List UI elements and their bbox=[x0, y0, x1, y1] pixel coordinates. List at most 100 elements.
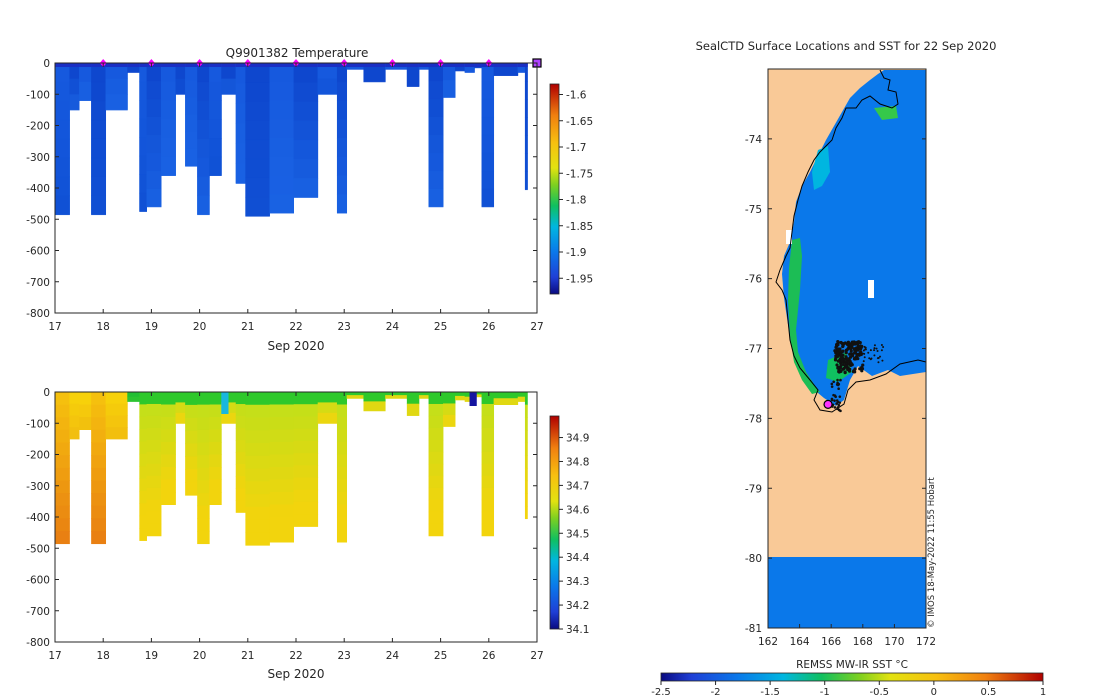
y-tick-label: -100 bbox=[26, 89, 50, 101]
temperature-cell bbox=[146, 134, 162, 154]
ctd-location bbox=[853, 367, 857, 371]
salinity-cell bbox=[197, 530, 210, 545]
ctd-location bbox=[836, 383, 840, 387]
temperature-cell bbox=[293, 158, 319, 179]
map-latitude-axis: -74 -75 -76 -77 -78 -79 -80 -81 bbox=[745, 134, 926, 635]
ctd-location bbox=[843, 370, 847, 374]
ctd-location bbox=[875, 347, 878, 350]
salinity-panel: 0 -100 -200 -300 -400 -500 -600 -700 -800 17 18 19… bbox=[26, 387, 590, 681]
salinity-cell bbox=[481, 499, 495, 513]
temperature-cell bbox=[428, 170, 444, 190]
ctd-location bbox=[858, 367, 862, 371]
x-tick-label: 25 bbox=[434, 321, 447, 333]
temperature-cell bbox=[245, 158, 270, 179]
temperature-cell bbox=[146, 80, 162, 100]
temperature-cell bbox=[139, 118, 147, 138]
salinity-cell bbox=[209, 429, 222, 443]
salinity-cell bbox=[91, 392, 107, 406]
salinity-cell bbox=[336, 404, 348, 418]
salinity-cell bbox=[209, 467, 222, 480]
x-tick-label: 18 bbox=[97, 321, 110, 333]
salinity-cell bbox=[336, 517, 348, 530]
salinity-cell bbox=[146, 499, 162, 513]
x-tick-label: 24 bbox=[386, 650, 400, 662]
temperature-cell bbox=[235, 103, 246, 124]
salinity-cell bbox=[235, 428, 246, 441]
ctd-location bbox=[836, 378, 839, 382]
colorbar-tick-label: 34.4 bbox=[566, 552, 590, 564]
salinity-cell bbox=[245, 404, 270, 419]
colorbar-tick-label: -1.95 bbox=[566, 273, 593, 285]
temperature-cell bbox=[127, 63, 140, 73]
salinity-cell bbox=[197, 429, 210, 444]
temperature-cell bbox=[55, 63, 70, 83]
colorbar-tick-label: -1.75 bbox=[566, 168, 593, 180]
salinity-cell bbox=[146, 463, 162, 477]
salinity-cell bbox=[418, 395, 429, 399]
temperature-cell bbox=[79, 63, 92, 83]
ctd-location bbox=[834, 395, 837, 399]
temperature-cell bbox=[91, 119, 107, 140]
ctd-location bbox=[839, 340, 843, 345]
temperature-cell bbox=[161, 138, 176, 158]
x-tick-label: 18 bbox=[97, 650, 110, 662]
temperature-surface-cell bbox=[455, 63, 466, 67]
salinity-cell bbox=[91, 518, 107, 532]
salinity-cell bbox=[336, 417, 348, 430]
ctd-location bbox=[833, 399, 836, 402]
lat-tick-label: -81 bbox=[745, 623, 762, 635]
temperature-cell bbox=[221, 63, 237, 80]
temperature-surface-cell bbox=[336, 63, 348, 67]
temperature-cell bbox=[336, 175, 348, 195]
temperature-cell bbox=[336, 194, 348, 214]
salinity-cell bbox=[293, 416, 319, 430]
temperature-cell bbox=[336, 81, 348, 101]
salinity-cell bbox=[428, 392, 444, 405]
temperature-cell bbox=[69, 78, 80, 95]
x-tick-label: 25 bbox=[434, 650, 447, 662]
temperature-cell bbox=[317, 78, 338, 95]
ctd-location bbox=[863, 345, 866, 348]
salinity-cell bbox=[293, 489, 319, 503]
salinity-cell bbox=[293, 514, 319, 527]
salinity-cell bbox=[245, 481, 270, 495]
salinity-cell bbox=[474, 394, 482, 398]
temperature-cell bbox=[269, 119, 294, 139]
temperature-cell bbox=[269, 175, 294, 195]
ctd-location bbox=[844, 364, 848, 368]
salinity-cell bbox=[418, 392, 429, 396]
salinity-cell bbox=[161, 492, 176, 505]
salinity-cell bbox=[293, 501, 319, 515]
salinity-cell bbox=[269, 442, 294, 455]
y-tick-label: -600 bbox=[26, 575, 50, 587]
ctd-location bbox=[839, 409, 842, 413]
sst-colorbar-tick-label: -2 bbox=[711, 687, 721, 698]
temperature-cell bbox=[69, 63, 80, 80]
salinity-cell bbox=[293, 477, 319, 491]
lat-tick-label: -74 bbox=[745, 134, 762, 146]
salinity-cell bbox=[139, 490, 147, 504]
salinity-cell bbox=[55, 518, 70, 532]
temperature-cell bbox=[336, 119, 348, 139]
ctd-location bbox=[832, 380, 836, 384]
temperature-cell bbox=[406, 63, 420, 87]
ctd-location bbox=[845, 342, 850, 347]
copyright-credit: © IMOS 18-May-2022 11:55 Hobart bbox=[927, 477, 937, 628]
temperature-panel: Q9901382 Temperature 0 -100 -200 -300 -400 -5… bbox=[26, 46, 593, 353]
salinity-cell bbox=[209, 392, 222, 405]
temperature-cell bbox=[428, 63, 444, 82]
y-tick-label: -500 bbox=[26, 543, 50, 555]
salinity-cell bbox=[146, 523, 162, 537]
ctd-location bbox=[869, 349, 872, 352]
ctd-location bbox=[867, 351, 870, 354]
y-tick-label: -700 bbox=[26, 277, 50, 289]
colorbar-tick-label: 34.1 bbox=[566, 624, 589, 636]
salinity-cell bbox=[336, 454, 348, 468]
temperature-surface-cell bbox=[55, 63, 70, 67]
temperature-surface-cell bbox=[524, 63, 528, 67]
x-tick-label: 27 bbox=[530, 321, 543, 333]
temperature-cell bbox=[269, 138, 294, 158]
temperature-cell bbox=[245, 63, 270, 83]
temperature-surface-cell bbox=[418, 63, 429, 67]
temperature-cell bbox=[209, 81, 222, 101]
